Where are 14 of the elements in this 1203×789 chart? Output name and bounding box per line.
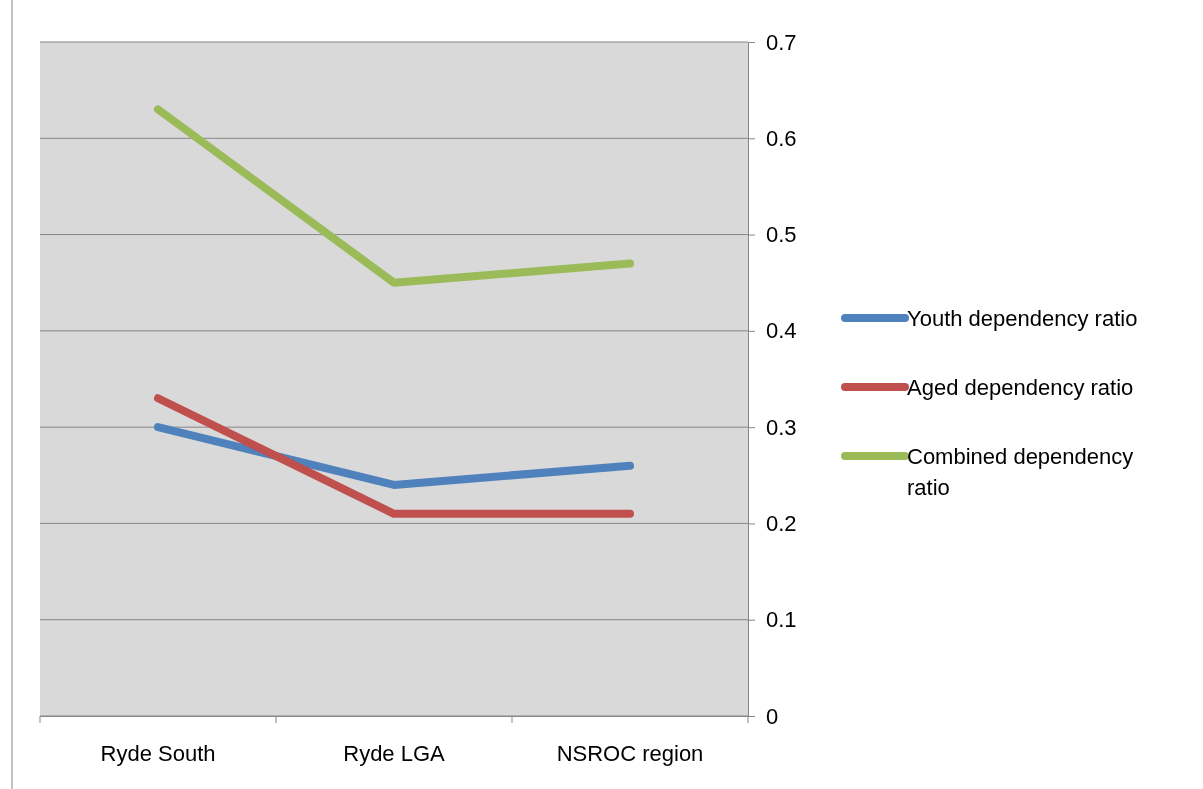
y-tick-label: 0.3 [766, 414, 797, 440]
y-tick-label: 0 [766, 703, 779, 729]
legend-label: Youth dependency ratio [907, 306, 1138, 331]
x-tick-label: Ryde South [100, 740, 216, 766]
y-tick-label: 0.4 [766, 318, 797, 344]
y-tick-label: 0.1 [766, 607, 797, 633]
x-tick-label: NSROC region [556, 740, 704, 766]
x-tick-label: Ryde LGA [343, 740, 446, 766]
y-tick-label: 0.6 [766, 125, 797, 151]
legend-label: Combined dependency ratio [907, 444, 1134, 500]
y-tick-label: 0.5 [766, 222, 797, 248]
y-tick-label: 0.7 [766, 29, 797, 55]
legend-label: Aged dependency ratio [907, 375, 1134, 400]
y-tick-label: 0.2 [766, 510, 797, 536]
